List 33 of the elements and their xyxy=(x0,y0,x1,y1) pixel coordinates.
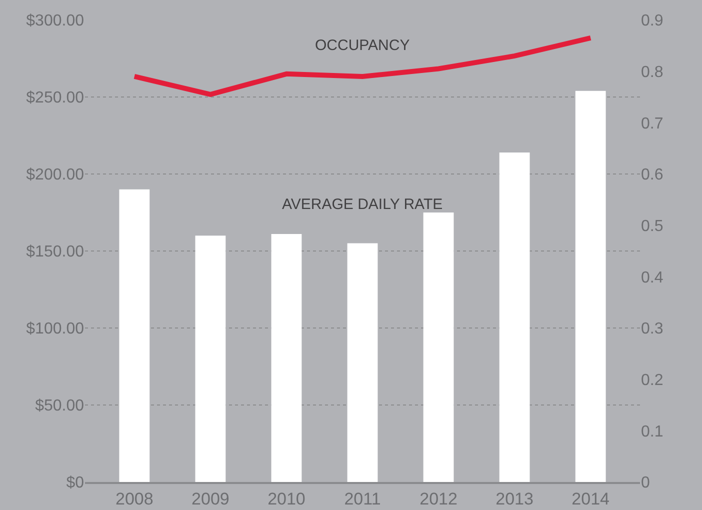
y-tick-label: $150.00 xyxy=(26,244,84,261)
y2-tick-label: 0.4 xyxy=(641,269,664,286)
bar xyxy=(195,236,226,482)
x-tick-label: 2008 xyxy=(116,489,154,508)
bar xyxy=(499,152,530,482)
y2-tick-label: 0.9 xyxy=(641,12,664,30)
bar xyxy=(575,90,606,482)
y-tick-label: $100.00 xyxy=(26,320,84,338)
bar xyxy=(423,212,454,482)
x-tick-label: 2009 xyxy=(192,489,230,508)
series-label: AVERAGE DAILY RATE xyxy=(282,196,443,213)
y-tick-label: $300.00 xyxy=(26,12,84,30)
x-tick-label: 2010 xyxy=(268,489,306,508)
y-tick-label: $250.00 xyxy=(26,90,84,107)
x-tick-label: 2012 xyxy=(420,489,458,508)
y2-tick-label: 0.5 xyxy=(641,218,664,235)
bar xyxy=(271,234,302,482)
y2-tick-label: 0.1 xyxy=(641,423,664,440)
y-tick-label: $200.00 xyxy=(26,166,84,184)
bar xyxy=(347,243,378,482)
y2-tick-label: 0.2 xyxy=(641,372,664,389)
x-tick-label: 2013 xyxy=(496,489,534,508)
y2-tick-label: 0.7 xyxy=(641,115,664,132)
bar xyxy=(119,189,150,482)
y2-tick-label: 0.8 xyxy=(641,64,664,81)
y-tick-label: $0 xyxy=(66,474,84,492)
y-tick-label: $50.00 xyxy=(35,398,84,415)
y2-tick-label: 0.3 xyxy=(641,320,664,338)
x-tick-label: 2014 xyxy=(572,489,610,508)
y2-tick-label: 0.6 xyxy=(641,166,664,184)
y2-tick-label: 0 xyxy=(641,474,650,492)
series-label: OCCUPANCY xyxy=(315,37,410,54)
x-tick-label: 2011 xyxy=(344,489,381,508)
